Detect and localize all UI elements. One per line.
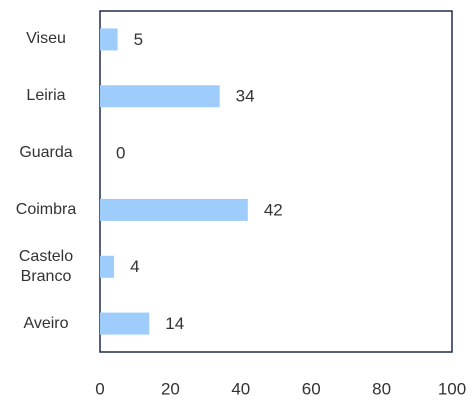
- value-label: 4: [130, 257, 139, 276]
- value-label: 14: [165, 314, 184, 333]
- value-label: 34: [236, 87, 255, 106]
- x-tick-label: 100: [438, 379, 466, 398]
- y-tick-label: Coimbra: [15, 200, 77, 218]
- y-tick-label: Castelo Branco: [18, 247, 74, 285]
- x-tick-label: 0: [95, 379, 104, 398]
- bar: [100, 28, 118, 51]
- value-label: 42: [264, 200, 283, 219]
- y-tick-label: Guarda: [19, 144, 73, 162]
- x-tick-label: 80: [372, 379, 391, 398]
- value-label: 0: [116, 144, 125, 163]
- plot-frame: [99, 10, 453, 353]
- bar: [100, 312, 150, 335]
- x-tick-label: 60: [302, 379, 321, 398]
- x-tick-label: 40: [231, 379, 250, 398]
- x-tick-label: 20: [161, 379, 180, 398]
- y-tick-label: Aveiro: [23, 314, 69, 332]
- bar: [100, 255, 115, 278]
- bar: [100, 85, 220, 108]
- value-label: 5: [134, 30, 143, 49]
- y-tick-label: Viseu: [26, 30, 66, 48]
- bar: [100, 198, 248, 221]
- y-tick-label: Leiria: [26, 87, 66, 105]
